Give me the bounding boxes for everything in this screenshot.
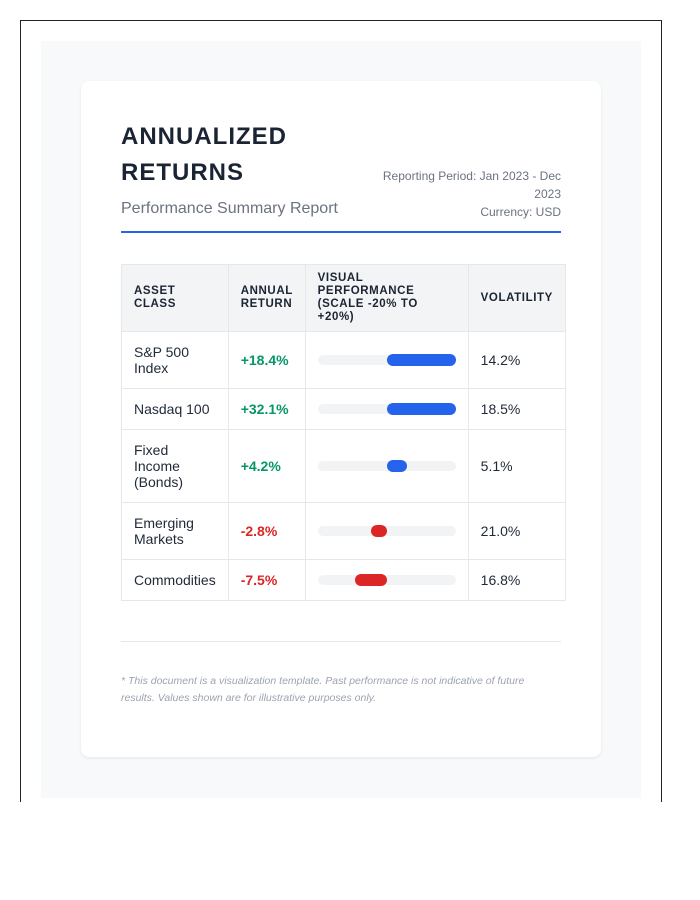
table-row: Commodities -7.5% 16.8% xyxy=(121,559,566,601)
header-rule xyxy=(121,231,561,233)
performance-track xyxy=(317,525,456,537)
annual-return: -7.5% xyxy=(227,559,306,601)
annual-return: +18.4% xyxy=(227,331,306,389)
table-header-row: ASSET CLASS ANNUAL RETURN VISUAL PERFORM… xyxy=(121,264,566,332)
column-header-visual: VISUAL PERFORMANCE (SCALE -20% TO +20%) xyxy=(304,264,469,332)
volatility: 5.1% xyxy=(467,429,566,503)
column-header-return: ANNUAL RETURN xyxy=(227,264,306,332)
volatility: 21.0% xyxy=(467,502,566,560)
performance-track xyxy=(317,460,456,472)
footer-divider xyxy=(121,641,561,642)
report-title: ANNUALIZED RETURNS xyxy=(121,123,287,186)
volatility: 14.2% xyxy=(467,331,566,389)
disclaimer: * This document is a visualization templ… xyxy=(121,675,525,704)
volatility: 16.8% xyxy=(467,559,566,601)
visual-performance-cell xyxy=(304,559,469,601)
volatility: 18.5% xyxy=(467,388,566,430)
report-meta: Reporting Period: Jan 2023 - Dec 2023 Cu… xyxy=(361,167,561,221)
column-header-asset: ASSET CLASS xyxy=(121,264,229,332)
annual-return: +4.2% xyxy=(227,429,306,503)
table-row: Emerging Markets -2.8% 21.0% xyxy=(121,502,566,560)
performance-bar xyxy=(386,354,456,366)
performance-bar xyxy=(386,403,456,415)
visual-performance-cell xyxy=(304,331,469,389)
asset-class: S&P 500 Index xyxy=(121,331,229,389)
asset-class: Nasdaq 100 xyxy=(121,388,229,430)
column-header-volatility: VOLATILITY xyxy=(467,264,566,332)
performance-bar xyxy=(370,525,387,537)
annual-return: +32.1% xyxy=(227,388,306,430)
performance-bar xyxy=(386,460,408,472)
page-frame xyxy=(20,20,662,802)
performance-bar xyxy=(354,574,387,586)
asset-class: Commodities xyxy=(121,559,229,601)
performance-track xyxy=(317,354,456,366)
annual-return: -2.8% xyxy=(227,502,306,560)
table-row: Nasdaq 100 +32.1% 18.5% xyxy=(121,388,566,430)
asset-class: Fixed Income (Bonds) xyxy=(121,429,229,503)
performance-track xyxy=(317,403,456,415)
visual-performance-cell xyxy=(304,502,469,560)
visual-performance-cell xyxy=(304,429,469,503)
currency: Currency: USD xyxy=(480,205,561,219)
table-row: S&P 500 Index +18.4% 14.2% xyxy=(121,331,566,389)
table-row: Fixed Income (Bonds) +4.2% 5.1% xyxy=(121,429,566,503)
report-subtitle: Performance Summary Report xyxy=(121,200,338,217)
visual-performance-cell xyxy=(304,388,469,430)
asset-class: Emerging Markets xyxy=(121,502,229,560)
reporting-period: Reporting Period: Jan 2023 - Dec 2023 xyxy=(382,169,561,201)
report-card: ANNUALIZED RETURNS Performance Summary R… xyxy=(81,81,601,757)
performance-track xyxy=(317,574,456,586)
returns-table: ASSET CLASS ANNUAL RETURN VISUAL PERFORM… xyxy=(121,264,566,601)
